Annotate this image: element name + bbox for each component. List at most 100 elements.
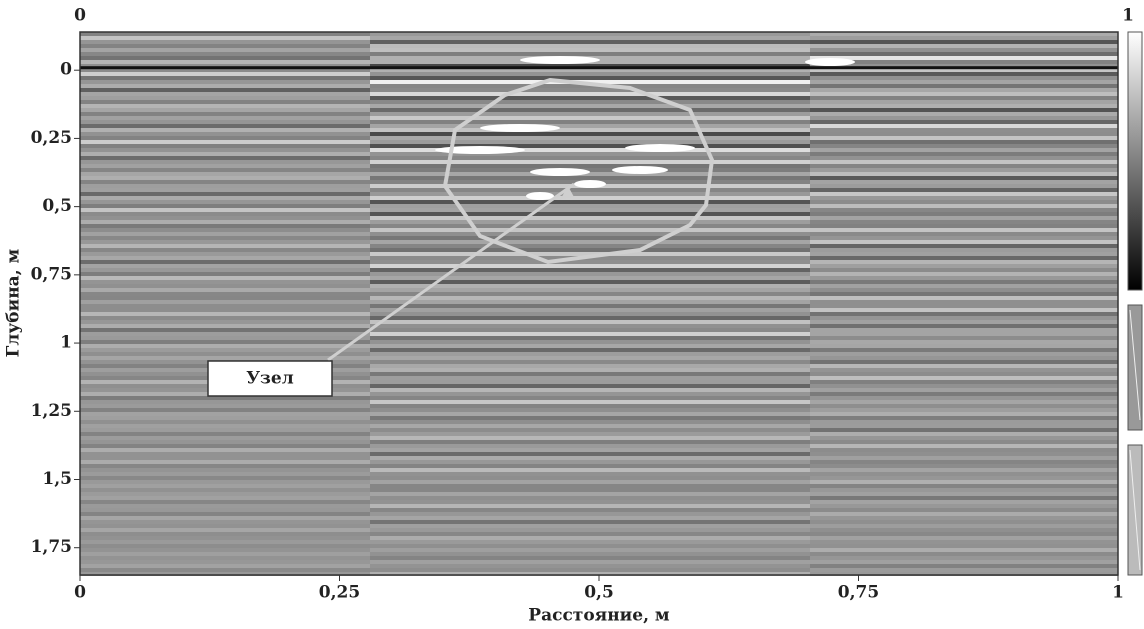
radargram-band [370,524,810,528]
radargram-band [810,60,1118,64]
radargram-band [80,36,370,40]
radargram-band [810,88,1118,92]
radargram-band [370,520,810,524]
radargram-band [370,412,810,416]
radargram-band [370,100,810,104]
radargram-band [810,72,1118,76]
radargram-band [810,200,1118,204]
radargram-band [370,280,810,284]
radargram-band [810,376,1118,380]
radargram-band [810,216,1118,220]
radargram-band [80,40,370,44]
radargram-band [80,56,370,60]
radargram-band [810,296,1118,300]
radargram-band [370,272,810,276]
radargram-band [370,128,810,132]
radargram-band [80,564,370,568]
filter-curve [1129,449,1141,571]
radargram-band [810,536,1118,540]
radargram-band [810,320,1118,324]
radargram-band [80,336,370,340]
radargram-band [370,76,810,80]
radargram-band [810,500,1118,504]
radargram-band [810,116,1118,120]
radargram-band [80,312,370,316]
radargram-band [80,52,370,56]
radargram-band [370,532,810,536]
radargram-band [810,572,1118,576]
radargram-band [810,92,1118,96]
radargram-band [80,316,370,320]
radargram-band [370,152,810,156]
radargram-band [810,372,1118,376]
radargram-band [370,572,810,576]
radargram-band [370,276,810,280]
radargram-band [810,176,1118,180]
radargram-band [370,88,810,92]
radargram-band [370,304,810,308]
radargram-band [80,308,370,312]
radargram-band [370,104,810,108]
y-tick-label: 0,75 [31,264,72,284]
radargram-band [810,212,1118,216]
radargram-band [370,216,810,220]
radargram-band [370,44,810,48]
radargram-band [370,552,810,556]
reflection [574,180,606,188]
radargram-band [810,404,1118,408]
radargram-band [370,320,810,324]
radargram-band [370,504,810,508]
radargram-band [80,448,370,452]
y-tick-label: 1,75 [31,537,72,557]
radargram-band [810,32,1118,36]
radargram-band [80,560,370,564]
radargram-band [370,560,810,564]
radargram-band [370,472,810,476]
radargram-band [80,572,370,576]
radargram-band [370,236,810,240]
radargram-band [810,272,1118,276]
radargram-band [810,344,1118,348]
radargram-band [370,72,810,76]
radargram-band [80,188,370,192]
radargram-band [810,468,1118,472]
radargram-band [370,456,810,460]
radargram-band [80,156,370,160]
radargram-band [810,256,1118,260]
reflection [530,168,590,176]
radargram-band [80,356,370,360]
radargram-band [810,416,1118,420]
radargram-band [810,36,1118,40]
radargram-band [80,152,370,156]
radargram-band [370,308,810,312]
radargram-band [80,436,370,440]
radargram-band [80,468,370,472]
radargram-band [370,556,810,560]
radargram-band [370,500,810,504]
radargram-band [810,156,1118,160]
radargram-band [810,52,1118,56]
radargram-band [370,124,810,128]
radargram-band [810,452,1118,456]
radargram-band [80,484,370,488]
reflection [612,166,668,174]
radargram-band [80,296,370,300]
radargram-band [370,244,810,248]
radargram-band [370,132,810,136]
radargram-band [810,112,1118,116]
radargram-band [80,224,370,228]
radargram-band [370,360,810,364]
radargram-band [810,220,1118,224]
radargram-band [80,268,370,272]
radargram-band [810,140,1118,144]
radargram-band [370,68,810,72]
radargram-band [810,480,1118,484]
radargram-band [810,324,1118,328]
radargram-band [370,444,810,448]
radargram-band [370,436,810,440]
radargram-band [810,288,1118,292]
radargram-band [810,504,1118,508]
y-tick-label: 0 [60,60,72,80]
radargram-band [80,400,370,404]
radargram-band [80,228,370,232]
